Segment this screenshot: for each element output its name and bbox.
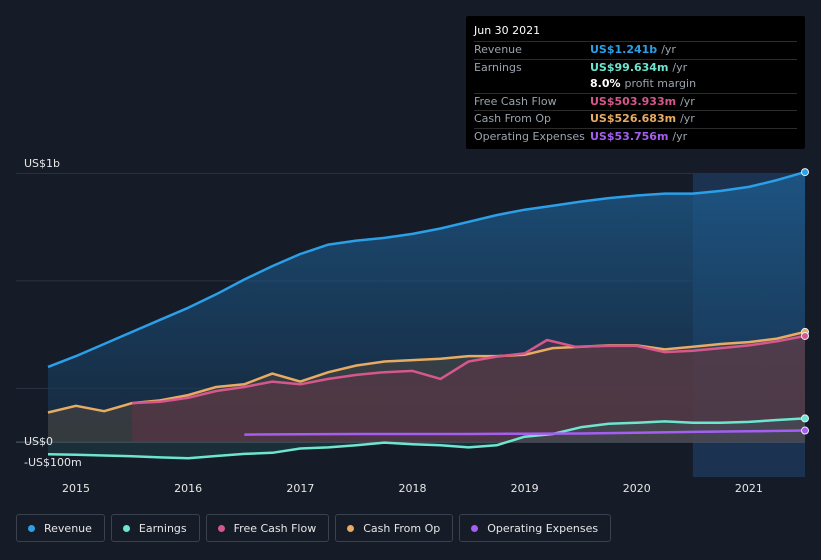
x-tick-label: 2015: [62, 482, 90, 495]
tooltip-value: US$99.634m: [590, 60, 669, 74]
x-tick-label: 2020: [623, 482, 651, 495]
legend-dot-icon: [347, 524, 355, 532]
earnings-area: [48, 418, 805, 459]
legend-label: Cash From Op: [363, 521, 441, 535]
legend-label: Earnings: [138, 521, 187, 535]
legend-dot-icon: [28, 524, 35, 532]
tooltip-row-operating-expenses: Operating Expenses US$53.756m /yr: [474, 129, 797, 146]
earnings-end-point: [801, 414, 809, 423]
x-tick-label: 2019: [511, 482, 539, 495]
tooltip-value: US$526.683m: [590, 112, 677, 125]
tooltip-row-earnings: Earnings US$99.634m /yr: [474, 60, 797, 77]
tooltip-label: Free Cash Flow: [474, 94, 557, 108]
tooltip-label: Earnings: [474, 60, 522, 74]
legend-item-free-cash-flow[interactable]: Free Cash Flow: [205, 514, 330, 542]
legend-item-earnings[interactable]: Earnings: [110, 514, 200, 542]
free-cash-flow-end-point: [801, 331, 809, 340]
y-axis-bottom-label: -US$100m: [24, 456, 82, 469]
tooltip-value: 8.0%: [590, 77, 621, 90]
legend-dot-icon: [471, 524, 479, 532]
tooltip-label: Operating Expenses: [474, 129, 585, 143]
revenue-end-point: [801, 168, 809, 177]
tooltip-row-free-cash-flow: Free Cash Flow US$503.933m /yr: [474, 94, 797, 111]
tooltip-row-revenue: Revenue US$1.241b /yr: [474, 42, 797, 60]
tooltip-label: [474, 76, 590, 93]
tooltip-row-cash-from-op: Cash From Op US$526.683m /yr: [474, 111, 797, 129]
tooltip-date: Jun 30 2021: [474, 23, 797, 42]
legend-dot-icon: [122, 524, 130, 532]
tooltip-value: US$53.756m: [590, 129, 669, 143]
tooltip-label: Cash From Op: [474, 112, 552, 125]
tooltip-row-profit-margin: 8.0% profit margin: [474, 76, 797, 94]
legend-label: Revenue: [44, 521, 92, 535]
revenue-line: [47, 170, 806, 369]
tooltip-value: US$503.933m: [590, 94, 677, 108]
chart: US$1b US$0 -US$100m 2015 2016 2017 2018 2019 202…: [16, 157, 809, 495]
cash-from-op-area: [48, 331, 805, 443]
operating-expenses-line: [244, 429, 806, 436]
legend-label: Operating Expenses: [487, 521, 599, 535]
x-tick-label: 2017: [286, 482, 314, 495]
free-cash-flow-area: [132, 336, 806, 443]
tooltip: Jun 30 2021 Revenue US$1.241b /yr Earnin…: [466, 16, 805, 149]
x-tick-label: 2018: [398, 482, 426, 495]
legend-dot-icon: [217, 524, 225, 532]
free-cash-flow-line: [132, 334, 806, 405]
earnings-line: [47, 417, 806, 460]
tooltip-unit: /yr: [680, 94, 695, 108]
x-tick-label: 2016: [174, 482, 202, 495]
legend-label: Free Cash Flow: [233, 521, 317, 535]
tooltip-value: US$1.241b: [590, 43, 658, 56]
tooltip-label: Revenue: [474, 43, 522, 56]
tooltip-unit: /yr: [672, 60, 688, 74]
operating-expenses-end-point: [801, 426, 809, 435]
tooltip-unit: /yr: [680, 112, 695, 125]
legend-item-cash-from-op[interactable]: Cash From Op: [335, 514, 454, 542]
y-axis-top-label: US$1b: [24, 157, 60, 170]
x-tick-label: 2021: [735, 482, 763, 495]
tooltip-unit: /yr: [661, 43, 676, 56]
cash-from-op-line: [47, 330, 806, 414]
revenue-area: [48, 172, 805, 443]
legend-item-revenue[interactable]: Revenue: [16, 514, 105, 542]
legend-item-operating-expenses[interactable]: Operating Expenses: [459, 514, 612, 542]
tooltip-unit: /yr: [672, 129, 688, 143]
y-axis-zero-label: US$0: [24, 435, 53, 448]
tooltip-unit: profit margin: [624, 77, 697, 90]
legend: Revenue Earnings Free Cash Flow Cash Fro…: [16, 514, 612, 542]
